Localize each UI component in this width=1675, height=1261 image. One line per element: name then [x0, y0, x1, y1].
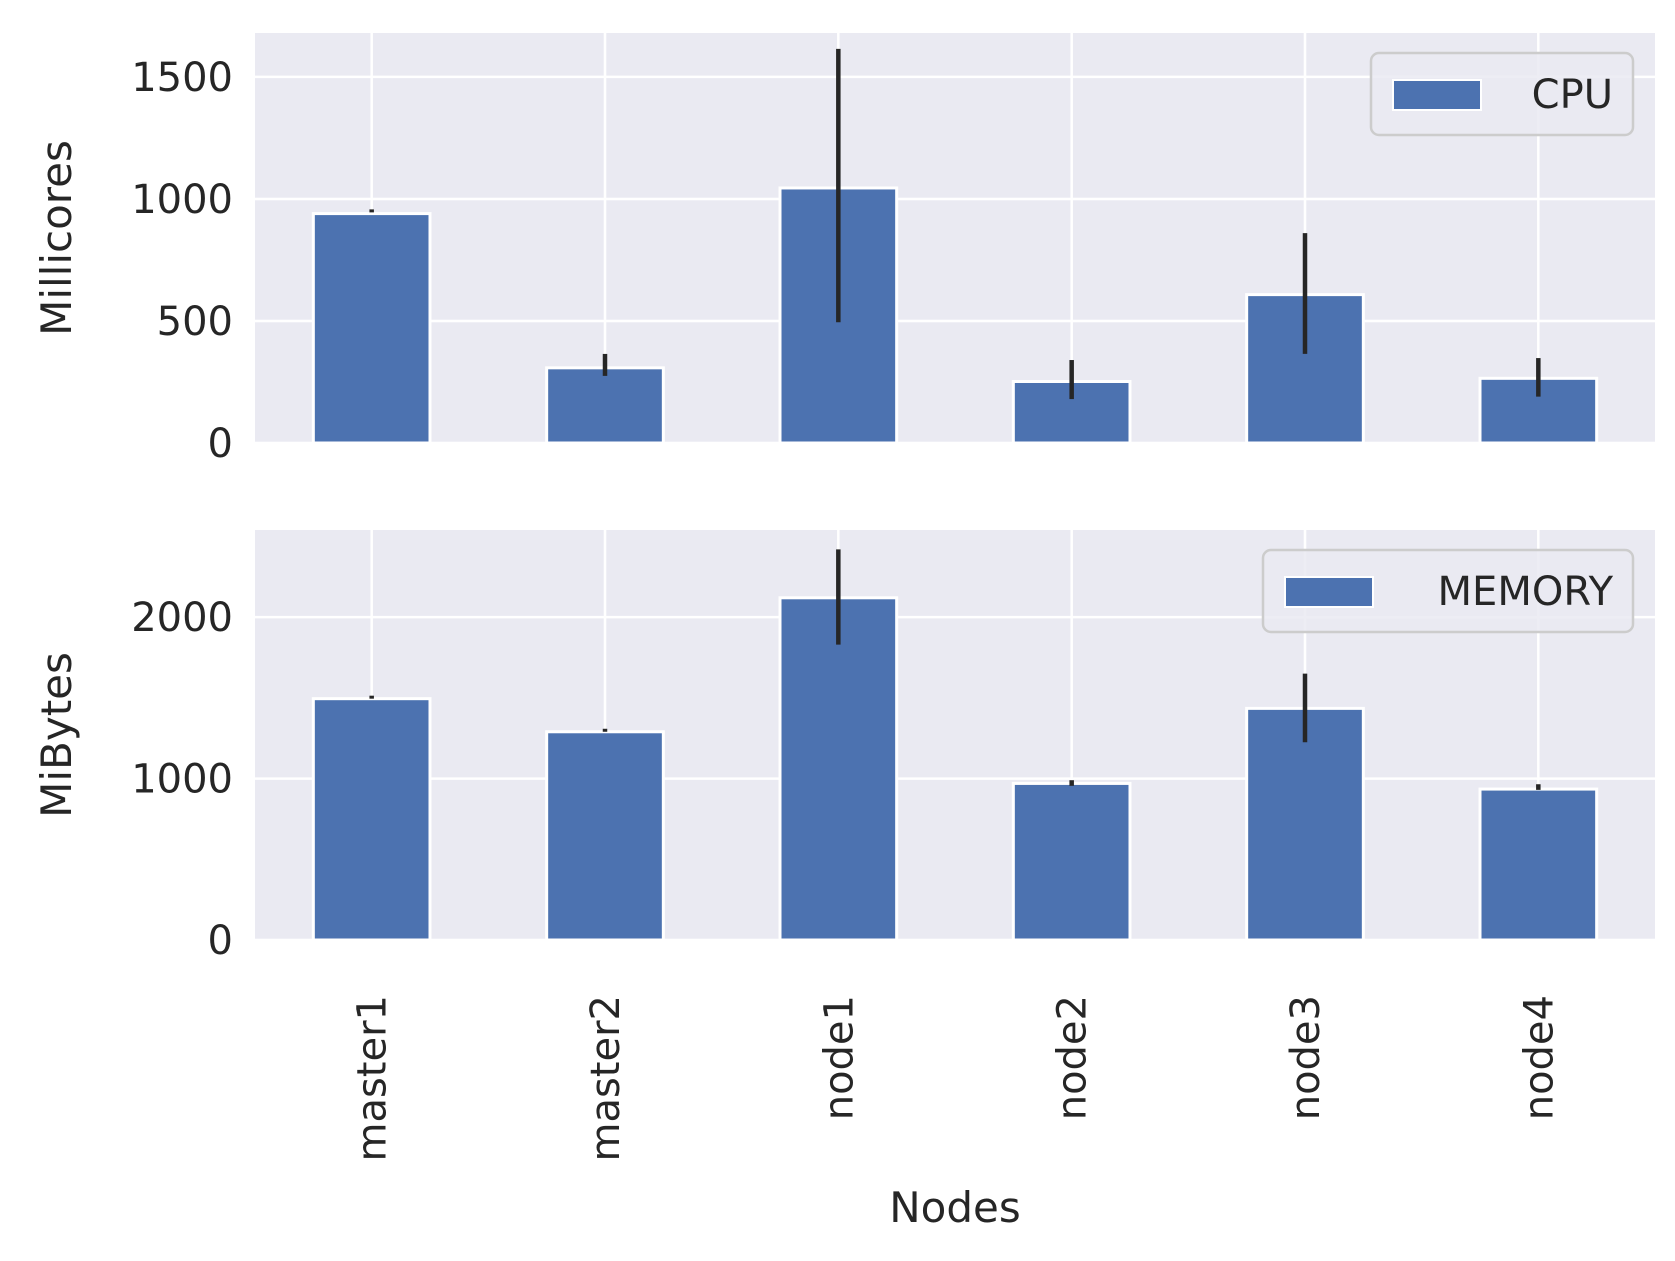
legend-swatch — [1284, 576, 1374, 608]
x-tick-label: master1 — [350, 995, 396, 1162]
legend-label: MEMORY — [1438, 569, 1614, 615]
legend-box — [1369, 51, 1635, 137]
y-tick-label: 0 — [208, 421, 233, 467]
cpu-panel: 0 500 1000 1500 Millicores CPU — [32, 33, 1655, 467]
y-tick-label: 2000 — [131, 595, 233, 641]
bar-master1 — [311, 697, 432, 942]
memory-panel: 0 1000 2000 MiBytes MEMORY master1 master2 node… — [32, 530, 1655, 1232]
bar-node3 — [1245, 706, 1365, 942]
y-tick-label: 500 — [157, 299, 233, 345]
x-tick-label: master2 — [583, 995, 629, 1162]
bar-node4 — [1478, 787, 1599, 942]
bar-master1 — [311, 212, 432, 445]
y-axis-label: Millicores — [32, 140, 81, 336]
y-axis-label: MiBytes — [32, 652, 81, 818]
legend-swatch — [1392, 79, 1482, 111]
x-axis-label: Nodes — [889, 1183, 1021, 1232]
bar-master2 — [545, 730, 665, 942]
x-tick-label: node1 — [816, 995, 862, 1120]
legend-label: CPU — [1532, 72, 1613, 118]
legend-box — [1261, 548, 1635, 634]
y-tick-label: 0 — [208, 918, 233, 964]
x-tick-label: node4 — [1516, 995, 1562, 1120]
bar-node2 — [1011, 781, 1132, 942]
y-tick-label: 1000 — [131, 177, 233, 223]
x-tick-label: node2 — [1050, 995, 1096, 1120]
bar-node1 — [778, 596, 899, 942]
y-tick-label: 1000 — [131, 757, 233, 803]
x-tick-label: node3 — [1283, 995, 1329, 1120]
bar-master2 — [545, 366, 665, 445]
y-tick-label: 1500 — [131, 55, 233, 101]
